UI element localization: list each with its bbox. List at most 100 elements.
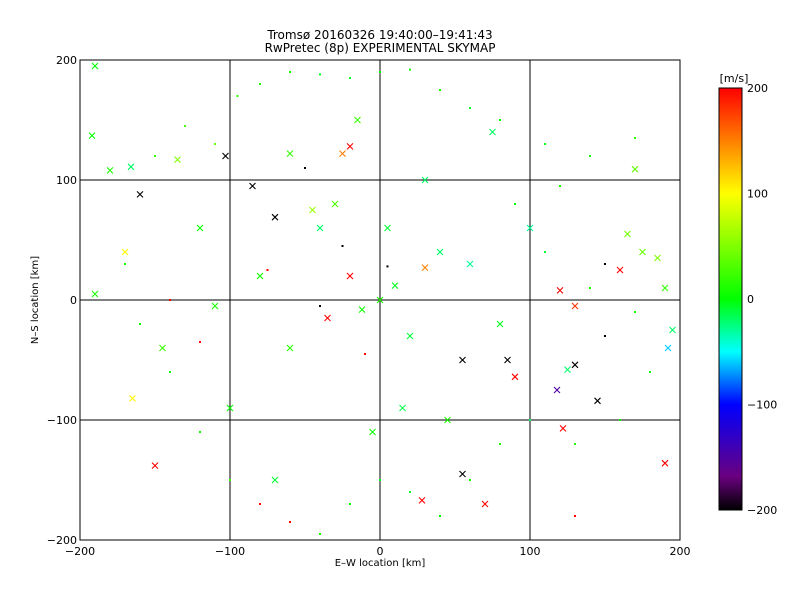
data-point-cross [88, 132, 96, 139]
colorbar-unit-label: [m/s] [720, 72, 749, 85]
data-point-dot [214, 143, 216, 145]
data-point-cross [556, 287, 564, 294]
data-point-dot [634, 311, 636, 313]
data-point-dot [544, 143, 546, 145]
data-point-cross [664, 344, 672, 352]
data-point-cross [654, 254, 661, 262]
x-tick-label: 100 [520, 545, 541, 558]
data-point-cross [526, 224, 534, 232]
chart-title: Tromsø 20160326 19:40:00–19:41:43 [266, 28, 492, 42]
data-point-cross [249, 182, 256, 190]
data-point-cross [174, 156, 181, 163]
data-point-dot [289, 521, 291, 523]
data-point-cross [444, 416, 451, 424]
data-point-cross [459, 470, 466, 478]
data-point-cross [346, 272, 354, 280]
data-point-cross [639, 248, 646, 256]
x-tick-label: 200 [670, 545, 691, 558]
data-point-dot [469, 479, 471, 481]
data-point-dot [139, 323, 141, 325]
data-point-cross [564, 366, 571, 373]
x-axis-label: E–W location [km] [335, 558, 426, 569]
colorbar-tick-label: 0 [747, 293, 754, 306]
data-point-dot [604, 263, 606, 265]
colorbar-tick-label: 200 [747, 82, 768, 95]
data-points [88, 62, 676, 535]
data-point-dot [341, 245, 344, 247]
data-point-cross [559, 425, 567, 432]
y-tick-label: −100 [47, 414, 77, 427]
data-point-cross [286, 150, 294, 157]
data-point-dot [266, 269, 269, 271]
data-point-cross [354, 116, 361, 124]
data-point-dot [154, 155, 156, 157]
data-point-cross [324, 314, 331, 322]
data-point-dot [259, 503, 261, 505]
data-point-cross [489, 128, 496, 136]
data-point-cross [127, 163, 135, 171]
data-point-cross [399, 404, 406, 412]
data-point-dot [439, 515, 441, 517]
data-point-dot [529, 419, 531, 421]
data-point-cross [571, 361, 579, 369]
data-point-dot [559, 185, 561, 187]
data-point-dot [574, 515, 576, 517]
colorbar-ticks: 200 100 0 −100 −200 [747, 82, 777, 517]
x-tick-label: −100 [215, 545, 245, 558]
data-point-dot [169, 371, 171, 373]
data-point-dot [386, 265, 389, 268]
data-point-cross [553, 386, 561, 394]
data-point-dot [319, 73, 321, 76]
data-point-cross [421, 264, 429, 271]
data-point-cross [271, 476, 279, 484]
data-point-dot [349, 503, 351, 505]
colorbar-tick-label: −100 [747, 399, 777, 412]
data-point-cross [466, 260, 474, 268]
data-point-cross [286, 344, 294, 352]
data-point-cross [571, 302, 579, 310]
data-point-dot [604, 335, 606, 337]
data-point-cross [661, 459, 669, 467]
y-ticks: −200 −100 0 100 200 [47, 54, 77, 547]
data-point-dot [409, 491, 411, 493]
data-point-cross [406, 332, 414, 340]
colorbar-tick-label: −200 [747, 504, 777, 517]
data-point-dot [229, 479, 231, 481]
data-point-dot [574, 443, 576, 445]
data-point-cross [496, 320, 504, 328]
data-point-dot [649, 371, 651, 373]
data-point-cross [121, 248, 129, 256]
data-point-dot [544, 251, 546, 253]
data-point-cross [331, 200, 339, 208]
data-point-dot [236, 95, 239, 97]
data-point-dot [289, 71, 291, 73]
data-point-cross [616, 266, 624, 274]
data-point-cross [91, 62, 99, 70]
data-point-cross [196, 224, 204, 232]
data-point-cross [481, 500, 489, 508]
data-point-cross [594, 397, 601, 405]
data-point-cross [316, 224, 324, 232]
data-point-cross [511, 373, 519, 381]
x-tick-label: 0 [377, 545, 384, 558]
data-point-cross [669, 326, 676, 334]
data-point-dot [169, 299, 171, 301]
data-point-cross [222, 152, 229, 160]
data-point-dot [499, 119, 501, 121]
data-point-dot [349, 77, 351, 79]
y-tick-label: 200 [56, 54, 77, 67]
data-point-dot [634, 137, 636, 139]
colorbar-tick-label: 100 [747, 188, 768, 201]
data-point-cross [211, 302, 219, 310]
data-point-cross [376, 296, 384, 304]
data-point-dot [199, 341, 201, 343]
data-point-cross [271, 213, 279, 221]
data-point-cross [421, 176, 429, 184]
data-point-cross [661, 284, 669, 292]
data-point-cross [256, 272, 264, 280]
x-tick-label: −200 [65, 545, 95, 558]
plot-frame [79, 59, 681, 541]
data-point-cross [459, 356, 466, 364]
chart-subtitle: RwPretec (8p) EXPERIMENTAL SKYMAP [265, 41, 496, 55]
